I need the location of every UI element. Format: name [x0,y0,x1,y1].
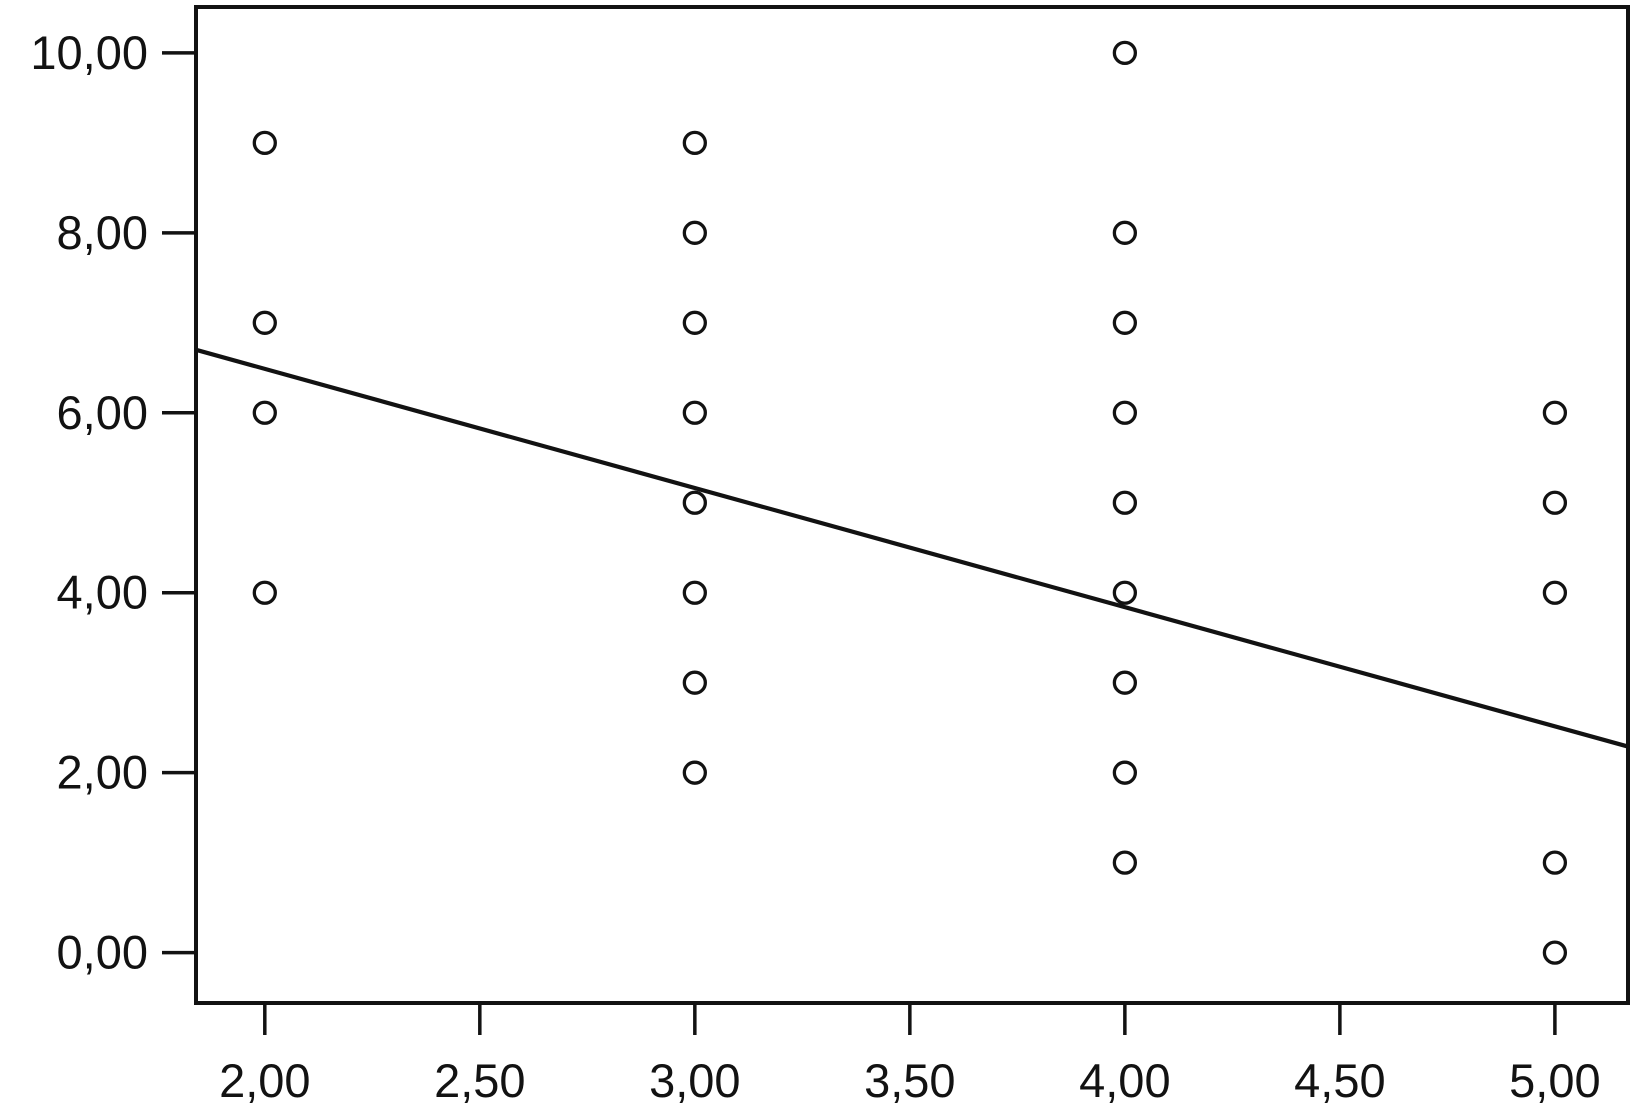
data-point [1542,850,1568,875]
x-tick-label: 4,50 [1294,1054,1385,1107]
data-point [682,760,707,785]
data-point [682,130,707,156]
x-tick-label: 5,00 [1509,1054,1600,1107]
data-point [1112,580,1138,605]
data-point [1542,400,1568,425]
data-point [682,400,707,425]
data-point [252,580,277,605]
data-point [1112,760,1138,785]
data-point [682,220,707,245]
data-point [1542,580,1568,605]
data-point [682,670,707,695]
data-point [1112,220,1138,245]
x-tick-label: 4,00 [1079,1054,1170,1107]
data-point [1112,670,1138,695]
x-tick-label: 3,50 [864,1054,955,1107]
x-tick-label: 3,00 [649,1054,740,1107]
data-point [1112,400,1138,425]
data-point [1542,490,1568,515]
data-point [252,310,277,335]
fit-line [195,347,1629,749]
data-point [252,400,277,425]
y-tick-label: 8,00 [57,206,148,259]
y-tick-label: 6,00 [57,386,148,439]
data-point [682,580,707,605]
data-point [1542,940,1568,965]
x-tick-label: 2,50 [434,1054,525,1107]
data-point [682,310,707,335]
plot-frame [194,5,1630,1005]
y-tick-label: 2,00 [57,746,148,799]
data-point [1112,490,1138,515]
data-point [682,490,707,515]
y-tick-label: 0,00 [57,926,148,979]
y-tick-label: 10,00 [30,26,148,79]
data-point [1112,850,1138,875]
data-point [252,130,277,156]
data-point [1112,310,1138,335]
x-tick-label: 2,00 [219,1054,310,1107]
y-tick-label: 4,00 [57,566,148,619]
data-point [1112,40,1138,66]
